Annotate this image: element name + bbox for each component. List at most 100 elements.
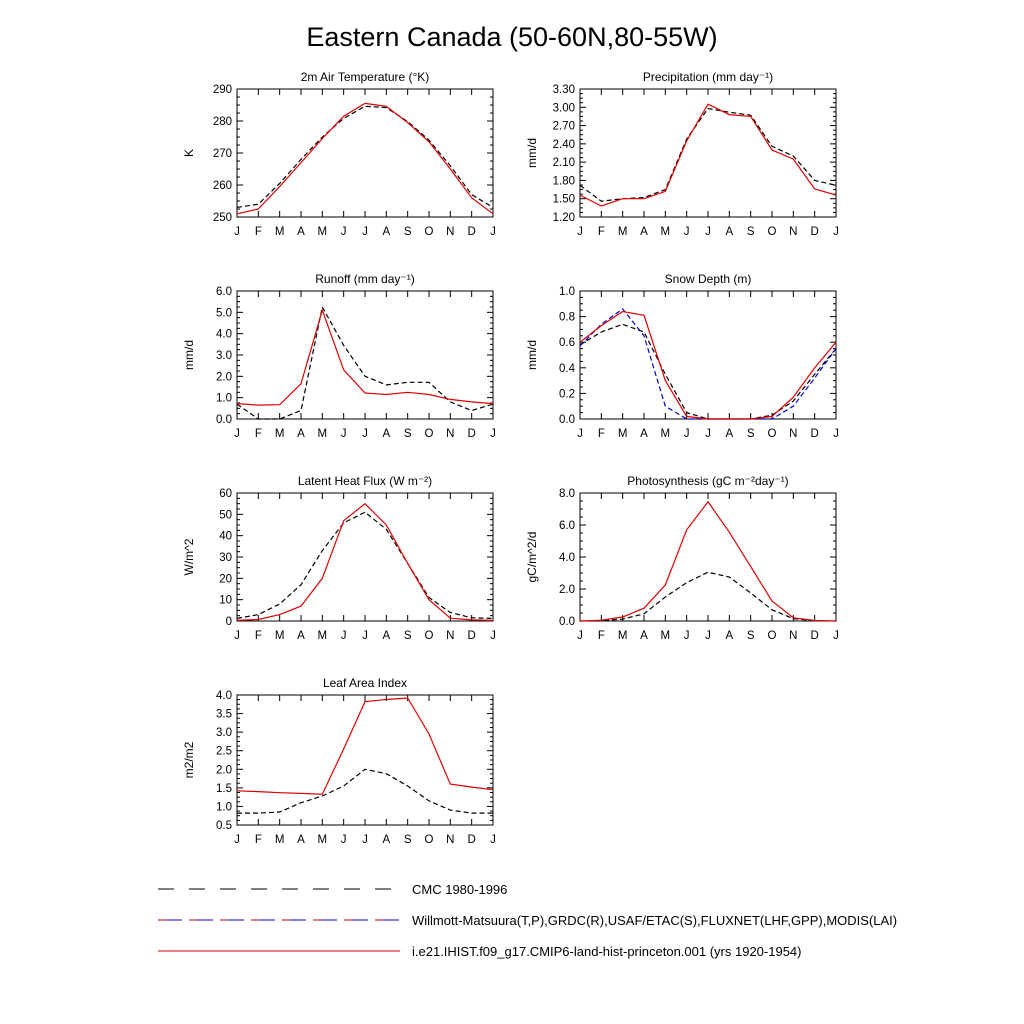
y-tick-label: 30 [219, 552, 232, 564]
x-tick-label: S [404, 226, 412, 238]
y-axis-label: K [182, 149, 196, 157]
series-line-2 [236, 697, 494, 795]
series-line-1 [579, 571, 837, 622]
y-tick-label: 4.0 [216, 329, 232, 341]
x-tick-label: J [490, 226, 496, 238]
y-tick-label: 3.00 [553, 102, 575, 114]
series-line-2 [236, 502, 494, 621]
x-tick-label: O [768, 428, 777, 440]
y-tick-label: 270 [213, 148, 232, 160]
x-tick-label: M [318, 834, 328, 846]
x-tick-label: S [404, 428, 412, 440]
x-tick-label: S [404, 834, 412, 846]
legend-entry-2: Willmott-Matsuura(T,P),GRDC(R),USAF/ETAC… [158, 913, 897, 928]
x-tick-label: J [234, 630, 240, 642]
legend-label: CMC 1980-1996 [412, 882, 507, 897]
y-tick-label: 3.5 [216, 709, 232, 721]
y-tick-label: 3.30 [553, 84, 575, 96]
x-tick-label: J [577, 226, 583, 238]
x-tick-label: O [425, 428, 434, 440]
x-tick-label: D [468, 428, 476, 440]
y-tick-label: 290 [213, 84, 232, 96]
series-line-2 [579, 103, 837, 207]
x-tick-label: F [598, 630, 605, 642]
x-tick-label: N [446, 428, 454, 440]
legend-entry-1: CMC 1980-1996 [158, 882, 507, 897]
x-tick-label: A [640, 630, 648, 642]
x-tick-label: A [725, 428, 733, 440]
legend-label: i.e21.IHIST.f09_g17.CMIP6-land-hist-prin… [412, 944, 802, 959]
x-tick-label: J [341, 834, 347, 846]
legend: CMC 1980-1996 Willmott-Matsuura(T,P),GRDC… [158, 882, 897, 959]
y-tick-label: 2.0 [559, 584, 575, 596]
x-tick-label: M [275, 428, 285, 440]
y-tick-label: 250 [213, 212, 232, 224]
plot-frame [579, 492, 837, 622]
legend-label: Willmott-Matsuura(T,P),GRDC(R),USAF/ETAC… [412, 913, 897, 928]
x-tick-label: N [789, 226, 797, 238]
x-tick-label: J [490, 630, 496, 642]
x-tick-label: A [382, 834, 390, 846]
panel-4: Snow Depth (m)mm/dJ F M A M J J A S O N D J0.00.20.4… [525, 272, 839, 440]
x-tick-label: J [577, 428, 583, 440]
x-tick-label: N [446, 834, 454, 846]
x-tick-label: A [382, 226, 390, 238]
y-tick-label: 2.0 [216, 371, 232, 383]
panel-3: Runoff (mm day⁻¹)mm/dJ F M A M J J A S O N D J0.01.0… [182, 272, 496, 440]
y-tick-label: 0.0 [559, 616, 575, 628]
x-tick-label: F [255, 630, 262, 642]
y-tick-label: 6.0 [216, 286, 232, 298]
panel-title: Leaf Area Index [323, 676, 407, 690]
y-tick-label: 1.0 [559, 286, 575, 298]
y-tick-label: 4.0 [559, 552, 575, 564]
panel-6: Photosynthesis (gC m⁻²day⁻¹)gC/m^2/dJ F M A… [525, 474, 839, 642]
x-tick-label: O [425, 630, 434, 642]
x-tick-label: D [811, 428, 819, 440]
x-tick-label: D [468, 630, 476, 642]
x-tick-label: J [234, 428, 240, 440]
x-tick-label: A [725, 630, 733, 642]
x-tick-label: J [362, 630, 368, 642]
y-tick-label: 4.0 [216, 690, 232, 702]
x-tick-label: A [640, 226, 648, 238]
x-tick-label: J [490, 834, 496, 846]
y-tick-label: 3.0 [216, 727, 232, 739]
y-tick-label: 280 [213, 116, 232, 128]
x-tick-label: D [811, 630, 819, 642]
y-tick-label: 40 [219, 531, 232, 543]
x-tick-label: J [833, 428, 839, 440]
x-tick-label: F [598, 226, 605, 238]
series-line-2 [236, 308, 494, 406]
x-tick-label: J [362, 226, 368, 238]
x-tick-label: S [747, 226, 755, 238]
x-tick-label: N [789, 428, 797, 440]
x-tick-label: A [297, 834, 305, 846]
plot-frame [236, 492, 494, 622]
y-tick-label: 2.10 [553, 157, 575, 169]
series-line-1 [236, 511, 494, 619]
x-tick-label: J [362, 834, 368, 846]
x-tick-label: N [789, 630, 797, 642]
y-axis-label: mm/d [525, 138, 539, 168]
x-tick-label: N [446, 226, 454, 238]
series-line-1 [236, 305, 494, 420]
series-line-1 [236, 105, 494, 208]
y-tick-label: 3.0 [216, 350, 232, 362]
x-tick-label: M [661, 226, 671, 238]
x-tick-label: J [833, 630, 839, 642]
x-tick-label: J [684, 428, 690, 440]
panel-title: 2m Air Temperature (°K) [301, 70, 430, 84]
x-tick-label: M [318, 630, 328, 642]
x-tick-label: M [275, 226, 285, 238]
x-tick-label: S [747, 428, 755, 440]
x-tick-label: F [598, 428, 605, 440]
y-axis-label: W/m^2 [182, 538, 196, 575]
x-tick-label: J [341, 630, 347, 642]
y-axis-label: gC/m^2/d [525, 532, 539, 583]
x-tick-label: D [811, 226, 819, 238]
x-tick-label: J [234, 834, 240, 846]
y-tick-label: 1.80 [553, 175, 575, 187]
figure-title: Eastern Canada (50-60N,80-55W) [306, 22, 717, 52]
